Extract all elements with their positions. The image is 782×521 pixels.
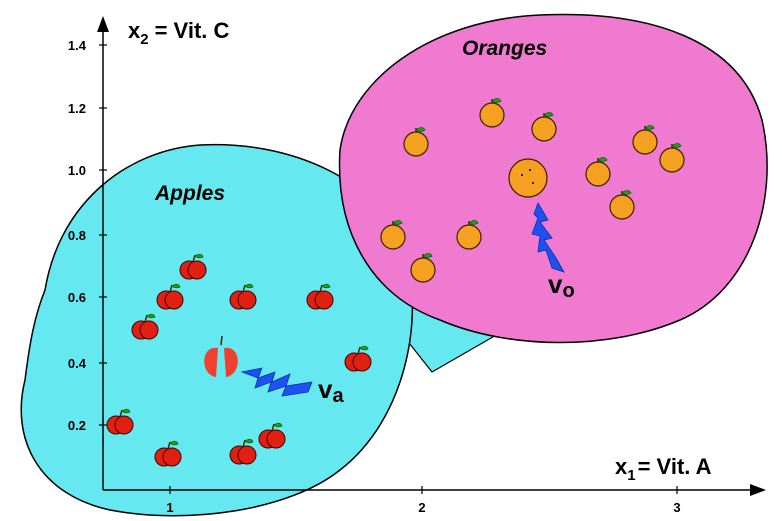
y-tick-label: 0.4 — [68, 356, 87, 371]
symbol: v — [548, 269, 563, 299]
diagram: 0.20.40.60.81.01.21.4123 x2= Vit. C x1= … — [0, 0, 782, 521]
x-tick-label: 3 — [673, 500, 680, 515]
symbol: x — [615, 454, 628, 479]
label-rest: = Vit. A — [638, 454, 712, 479]
cluster-label: Apples — [154, 182, 225, 205]
y-tick-label: 1.2 — [68, 101, 86, 116]
y-tick-label: 1.4 — [68, 38, 87, 53]
y-arrow — [97, 16, 109, 32]
x-axis-label: x1= Vit. A — [615, 454, 712, 484]
symbol: x — [128, 18, 141, 43]
x-tick-label: 2 — [418, 500, 425, 515]
page: 0.20.40.60.81.01.21.4123 x2= Vit. C x1= … — [0, 0, 782, 521]
subscript: 2 — [140, 31, 148, 48]
x-arrow — [750, 484, 766, 496]
y-tick-label: 0.8 — [68, 228, 86, 243]
symbol: v — [318, 374, 333, 404]
subscript: 1 — [627, 467, 635, 484]
y-tick-label: 1.0 — [68, 163, 86, 178]
x-tick-label: 1 — [166, 500, 173, 515]
subscript: a — [332, 385, 344, 407]
y-tick-label: 0.6 — [68, 290, 86, 305]
y-axis-label: x2 = Vit. C — [128, 18, 229, 48]
label-rest: = Vit. C — [155, 18, 230, 43]
y-tick-label: 0.2 — [68, 418, 86, 433]
cluster-label: Oranges — [462, 37, 547, 60]
prototype-orange — [509, 159, 547, 197]
subscript: o — [562, 280, 574, 302]
